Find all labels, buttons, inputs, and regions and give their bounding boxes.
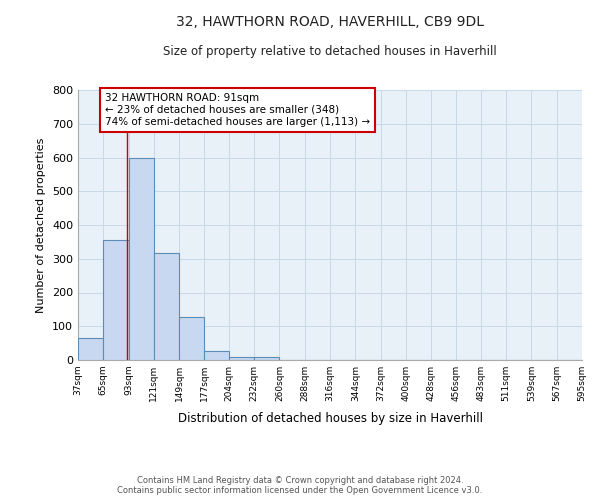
Bar — [103, 240, 128, 360]
Bar — [78, 338, 103, 360]
Bar — [128, 158, 154, 360]
Bar — [229, 358, 254, 360]
Text: Contains HM Land Registry data © Crown copyright and database right 2024.
Contai: Contains HM Land Registry data © Crown c… — [118, 476, 482, 495]
X-axis label: Distribution of detached houses by size in Haverhill: Distribution of detached houses by size … — [178, 412, 482, 426]
Bar — [179, 317, 205, 360]
Bar — [205, 350, 229, 360]
Bar — [254, 356, 280, 360]
Y-axis label: Number of detached properties: Number of detached properties — [37, 138, 46, 312]
Bar — [154, 252, 179, 360]
Text: 32, HAWTHORN ROAD, HAVERHILL, CB9 9DL: 32, HAWTHORN ROAD, HAVERHILL, CB9 9DL — [176, 15, 484, 29]
Text: 32 HAWTHORN ROAD: 91sqm
← 23% of detached houses are smaller (348)
74% of semi-d: 32 HAWTHORN ROAD: 91sqm ← 23% of detache… — [105, 94, 370, 126]
Text: Size of property relative to detached houses in Haverhill: Size of property relative to detached ho… — [163, 45, 497, 58]
